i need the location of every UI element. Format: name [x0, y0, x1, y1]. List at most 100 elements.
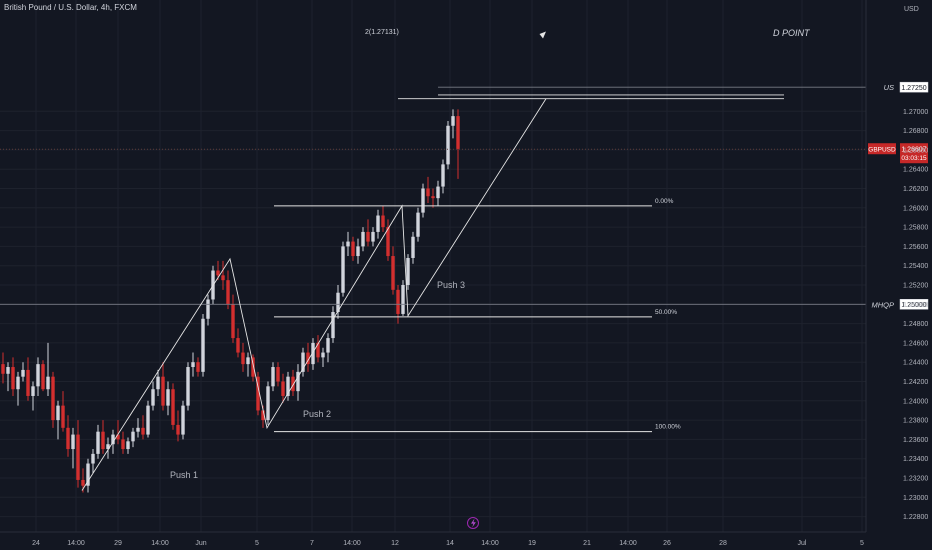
candle	[221, 260, 225, 290]
candle-body	[96, 431, 100, 454]
candle-body	[91, 453, 95, 464]
candle-body	[291, 376, 295, 392]
y-tick-label: 1.25400	[903, 263, 928, 270]
candle-body	[171, 389, 175, 425]
candle-body	[376, 215, 380, 232]
label-push-2: Push 2	[303, 409, 331, 419]
x-tick-label: 29	[114, 540, 122, 547]
candle	[236, 328, 240, 358]
candle	[251, 354, 255, 382]
candle	[371, 227, 375, 247]
candle-body	[101, 431, 105, 450]
candle	[346, 231, 350, 257]
y-tick-label: 1.23000	[903, 495, 928, 502]
candle	[226, 270, 230, 310]
fib-level-label: 100.00%	[655, 424, 681, 431]
candle-body	[66, 427, 70, 450]
x-tick-label: 21	[583, 540, 591, 547]
symbol-tag-box	[868, 143, 896, 155]
candle-body	[26, 369, 30, 396]
candle-body	[111, 434, 115, 445]
level-name-us: US	[884, 83, 894, 92]
candle-body	[331, 312, 335, 339]
candle-body	[161, 376, 165, 406]
y-tick-label: 1.24600	[903, 340, 928, 347]
candle-body	[151, 389, 155, 406]
label-push-1: Push 1	[170, 470, 198, 480]
candle-body	[166, 389, 170, 406]
candle	[316, 335, 320, 363]
candle-body	[441, 164, 445, 187]
fib-level-label: 0.00%	[655, 198, 674, 205]
candle-body	[326, 338, 330, 353]
x-tick-label: 19	[528, 540, 536, 547]
y-tick-label: 1.24800	[903, 321, 928, 328]
candle	[96, 424, 100, 459]
candle-body	[311, 342, 315, 365]
x-tick-label: 14:00	[619, 540, 637, 547]
candle-body	[266, 386, 270, 421]
candle-body	[316, 342, 320, 358]
candle	[311, 338, 315, 370]
lightning-icon[interactable]	[467, 517, 479, 529]
candle-body	[196, 362, 200, 372]
candle-body	[271, 367, 275, 387]
candle	[186, 362, 190, 411]
candle	[171, 383, 175, 430]
candles	[1, 109, 460, 493]
candle	[116, 420, 120, 445]
zigzag-arrowhead	[539, 31, 546, 39]
candle	[446, 120, 450, 170]
candle	[451, 109, 455, 139]
candle-body	[51, 376, 55, 421]
candle-body	[401, 285, 405, 314]
candle-body	[206, 299, 210, 319]
symbol-tag: GBPUSD	[868, 147, 896, 154]
candle-body	[16, 376, 20, 390]
x-tick-label: 14:00	[67, 540, 85, 547]
candle-body	[156, 376, 160, 390]
candle-body	[56, 405, 60, 421]
candle	[271, 362, 275, 392]
candle	[376, 209, 380, 239]
price-axis[interactable]: 1.22800 1.23000 1.23200 1.23400 1.23600 1.238…	[903, 109, 928, 521]
candle-body	[391, 256, 395, 290]
y-tick-label: 1.23600	[903, 437, 928, 444]
candle-body	[6, 367, 10, 374]
candle	[266, 381, 270, 425]
x-tick-label: 14	[446, 540, 454, 547]
y-tick-label: 1.24200	[903, 379, 928, 386]
candle	[276, 362, 280, 387]
candle	[16, 371, 20, 406]
candle-body	[421, 188, 425, 213]
candle	[306, 342, 310, 372]
candle	[101, 420, 105, 454]
x-tick-label: 24	[32, 540, 40, 547]
x-tick-label: 12	[391, 540, 399, 547]
y-tick-label: 1.27000	[903, 109, 928, 116]
level-tag-value: 1.25000	[901, 302, 926, 309]
currency-label: USD	[904, 6, 919, 13]
candle	[156, 369, 160, 396]
candle	[401, 280, 405, 316]
candle-body	[126, 441, 130, 450]
candle	[241, 342, 245, 372]
candle	[291, 369, 295, 396]
candle-body	[396, 289, 400, 314]
time-axis[interactable]: 24 14:00 29 14:00 Jun 5 7 14:00 12 14 14:00 19 21 14:…	[32, 540, 864, 547]
candle	[161, 362, 165, 411]
candle	[121, 431, 125, 454]
candle-body	[81, 479, 85, 486]
candle-body	[446, 125, 450, 165]
x-tick-label: 5	[255, 540, 259, 547]
drawings: US 1.27250 MHQP 1.25000 GBPUSD 1.2660703:03:1…	[0, 28, 929, 491]
candle	[341, 241, 345, 297]
candle	[296, 364, 300, 401]
candle	[301, 347, 305, 377]
x-tick-label: 5	[860, 540, 864, 547]
candle-body	[286, 376, 290, 396]
candle-body	[146, 405, 150, 435]
candle-body	[236, 338, 240, 353]
candle	[351, 236, 355, 261]
